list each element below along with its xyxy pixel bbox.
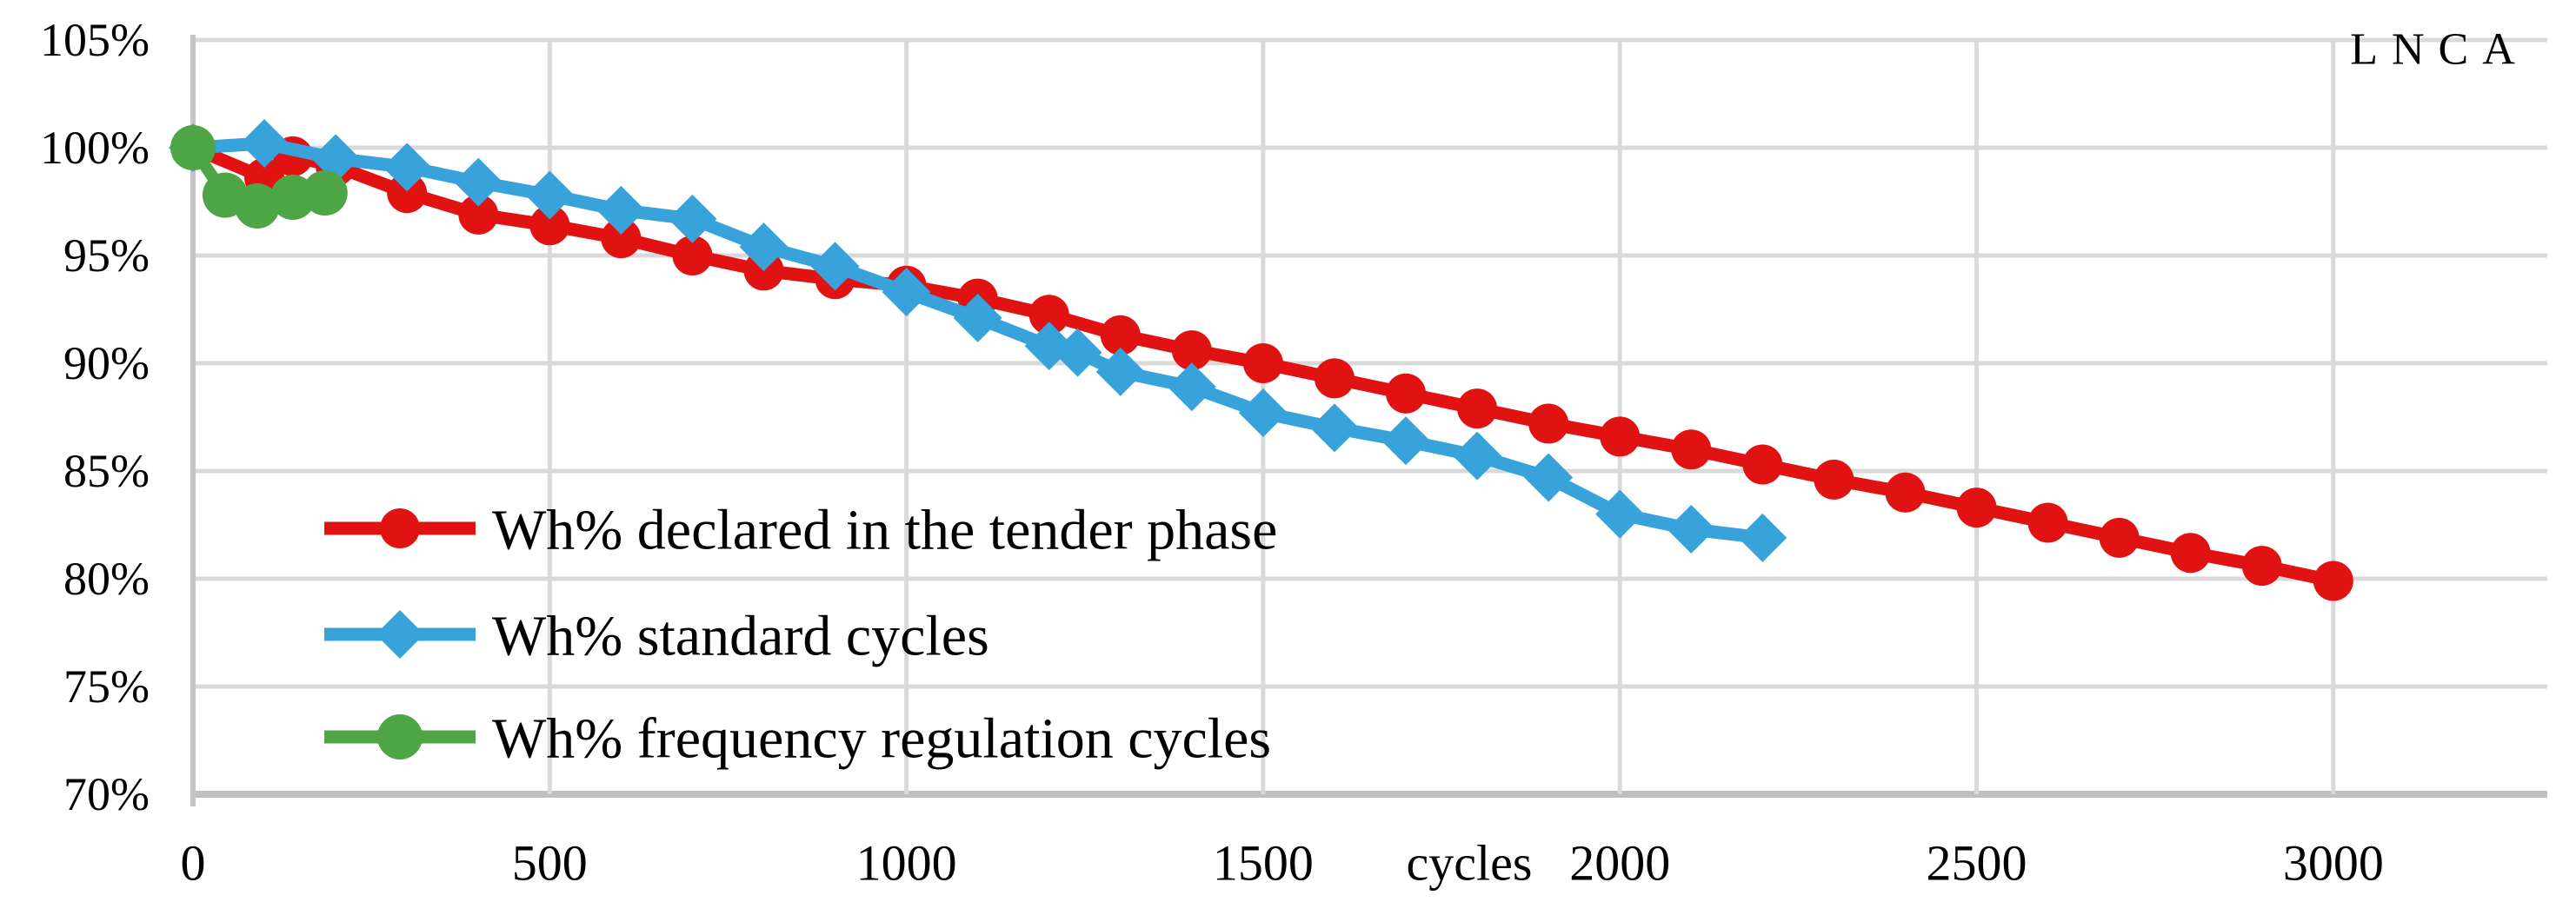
legend-entry-frequency: Wh% frequency regulation cycles: [324, 707, 1271, 771]
series-declared: [173, 128, 2353, 601]
legend-marker-standard: [376, 610, 424, 659]
marker-standard-2100: [1667, 504, 1716, 554]
marker-declared-300: [387, 173, 428, 214]
marker-frequency-0: [170, 125, 216, 170]
chart-annotation: LNCA: [2350, 25, 2529, 75]
marker-declared-3000: [2313, 560, 2353, 601]
marker-declared-1200: [1028, 295, 1069, 335]
marker-declared-1700: [1386, 373, 1427, 414]
series-standard: [169, 119, 1787, 562]
marker-standard-1500: [1238, 388, 1288, 438]
marker-frequency-185: [302, 170, 348, 216]
marker-declared-2700: [2099, 517, 2140, 558]
y-tick-label-90: 90%: [63, 337, 150, 389]
marker-standard-1100: [953, 293, 1002, 342]
marker-declared-1500: [1242, 343, 1283, 383]
marker-standard-1240: [1053, 328, 1102, 377]
marker-declared-1400: [1171, 330, 1212, 371]
marker-standard-900: [810, 242, 860, 291]
marker-declared-2900: [2241, 546, 2282, 587]
marker-declared-2500: [1956, 488, 1997, 528]
plot-series: [169, 119, 2353, 601]
y-tick-label-95: 95%: [63, 229, 150, 282]
marker-declared-1900: [1528, 403, 1569, 444]
x-tick-label-2500: 2500: [1927, 835, 2027, 892]
x-axis-title: cycles: [1407, 835, 1533, 892]
series-frequency: [170, 125, 348, 229]
x-tick-label-3000: 3000: [2283, 835, 2384, 892]
y-tick-label-85: 85%: [63, 445, 150, 497]
marker-declared-2600: [2027, 502, 2068, 543]
axis-tick-labels: 105% 100% 95% 90% 85% 80% 75% 70% 0 500 1000 1500 20…: [40, 14, 2384, 892]
y-tick-label-105: 105%: [40, 14, 150, 66]
legend-entry-standard: Wh% standard cycles: [324, 605, 989, 668]
marker-declared-400: [458, 194, 499, 235]
marker-standard-100: [240, 119, 290, 169]
marker-declared-1300: [1100, 315, 1141, 355]
x-tick-label-0: 0: [181, 835, 206, 892]
y-tick-label-75: 75%: [63, 660, 150, 713]
legend-label-declared: Wh% declared in the tender phase: [492, 499, 1277, 562]
y-tick-label-80: 80%: [63, 553, 150, 605]
marker-standard-500: [525, 170, 575, 220]
marker-standard-1400: [1167, 362, 1216, 412]
marker-standard-1900: [1524, 453, 1574, 502]
marker-standard-2000: [1595, 489, 1645, 539]
marker-standard-300: [383, 143, 432, 192]
marker-declared-2200: [1742, 444, 1783, 485]
y-tick-label-70: 70%: [63, 768, 150, 820]
x-tick-label-1500: 1500: [1213, 835, 1314, 892]
marker-declared-2300: [1814, 459, 1854, 500]
marker-declared-2000: [1600, 416, 1641, 457]
marker-standard-1700: [1381, 416, 1431, 466]
marker-declared-700: [672, 235, 713, 275]
marker-standard-2200: [1738, 513, 1787, 562]
legend-label-frequency: Wh% frequency regulation cycles: [492, 707, 1271, 771]
marker-standard-400: [454, 157, 503, 207]
marker-standard-1600: [1309, 403, 1359, 453]
x-tick-label-2000: 2000: [1569, 835, 1670, 892]
legend-entry-declared: Wh% declared in the tender phase: [324, 499, 1277, 562]
gridlines: [190, 35, 2547, 806]
marker-declared-2800: [2170, 533, 2211, 574]
x-tick-label-500: 500: [512, 835, 588, 892]
legend-marker-frequency: [377, 714, 423, 759]
marker-declared-1600: [1314, 358, 1355, 399]
marker-declared-1800: [1457, 388, 1498, 429]
y-tick-label-100: 100%: [40, 122, 150, 174]
legend-marker-declared: [380, 508, 420, 548]
marker-standard-1800: [1453, 431, 1502, 481]
marker-standard-1300: [1095, 347, 1145, 396]
marker-standard-1000: [882, 268, 931, 317]
marker-frequency-90: [234, 182, 280, 229]
marker-declared-600: [601, 218, 642, 259]
marker-standard-700: [668, 194, 717, 243]
marker-standard-600: [596, 185, 646, 235]
marker-declared-2100: [1671, 429, 1712, 470]
marker-declared-500: [529, 205, 570, 246]
legend: Wh% declared in the tender phase Wh% sta…: [324, 499, 1277, 771]
marker-declared-2400: [1885, 472, 1926, 513]
marker-standard-800: [739, 222, 789, 272]
x-tick-label-1000: 1000: [856, 835, 957, 892]
legend-label-standard: Wh% standard cycles: [492, 605, 989, 668]
